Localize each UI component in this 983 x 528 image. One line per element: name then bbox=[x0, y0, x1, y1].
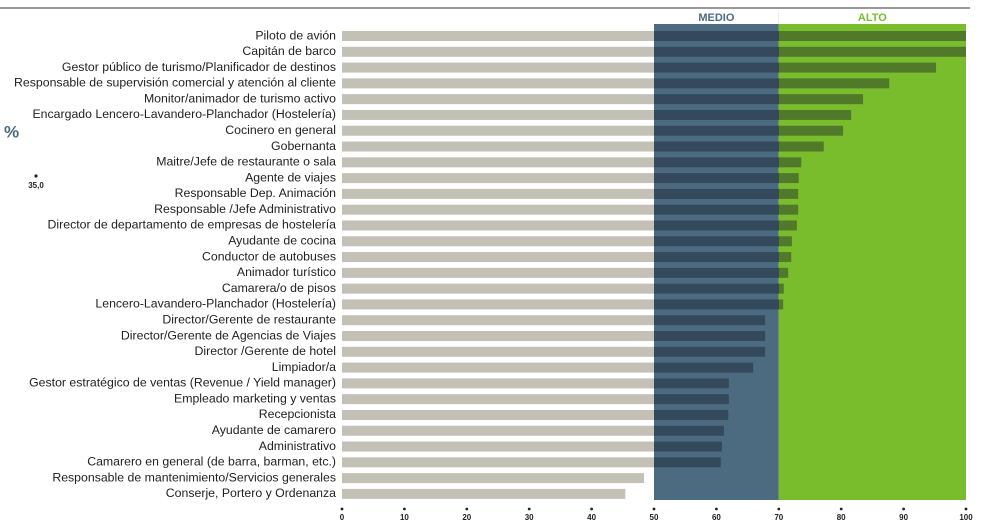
bar bbox=[342, 46, 966, 57]
category-label: Responsable de mantenimiento/Servicios g… bbox=[52, 470, 336, 484]
tick-mark bbox=[839, 507, 843, 511]
bar bbox=[342, 283, 784, 294]
category-label: Piloto de avión bbox=[255, 28, 336, 42]
category-label: Lencero-Lavandero-Planchador (Hostelería… bbox=[95, 297, 336, 311]
category-label: Capitán de barco bbox=[242, 44, 336, 58]
category-label: Maitre/Jefe de restaurante o sala bbox=[156, 155, 336, 169]
category-label: Conductor de autobuses bbox=[202, 249, 336, 263]
bar bbox=[342, 78, 890, 89]
bar bbox=[342, 409, 729, 420]
tick-mark bbox=[715, 507, 718, 511]
tick-mark bbox=[340, 507, 344, 511]
zone-label: MEDIO bbox=[698, 12, 735, 24]
zone-header-bg bbox=[778, 12, 966, 24]
bar bbox=[342, 62, 937, 73]
x-tick-label: 50 bbox=[650, 513, 659, 522]
category-label: Conserje, Portero y Ordenanza bbox=[166, 486, 336, 500]
tick-mark bbox=[527, 507, 531, 511]
category-label: Camarero en general (de barra, barman, e… bbox=[87, 455, 336, 469]
bar bbox=[342, 157, 802, 168]
category-label: Limpiador/a bbox=[272, 360, 336, 374]
bar bbox=[342, 109, 852, 120]
bar bbox=[342, 378, 729, 389]
category-label: Cocinero en general bbox=[225, 123, 336, 137]
category-label: Responsable de supervisión comercial y a… bbox=[14, 76, 336, 90]
bar bbox=[342, 299, 784, 310]
category-label: Director/Gerente de restaurante bbox=[162, 312, 336, 326]
bar bbox=[342, 252, 792, 263]
category-label: Agente de viajes bbox=[245, 170, 336, 184]
bar bbox=[342, 457, 721, 468]
tick-mark bbox=[590, 507, 593, 511]
x-tick-label: 90 bbox=[899, 513, 908, 522]
bar bbox=[342, 204, 799, 215]
zone-label: ALTO bbox=[858, 12, 887, 24]
bar bbox=[342, 267, 789, 278]
category-label: Gobernanta bbox=[271, 139, 336, 153]
category-label: Director de departamento de empresas de … bbox=[48, 218, 337, 232]
annotation: % bbox=[4, 122, 19, 141]
category-label: Director /Gerente de hotel bbox=[195, 344, 337, 358]
bar bbox=[342, 441, 723, 452]
tick-mark bbox=[403, 507, 406, 511]
annotation: 35,0 bbox=[28, 181, 44, 190]
bar bbox=[342, 488, 626, 499]
x-tick-label: 80 bbox=[837, 513, 846, 522]
bar bbox=[342, 173, 799, 184]
bar bbox=[342, 315, 766, 326]
zone-header-bg bbox=[654, 12, 779, 24]
category-label: Animador turístico bbox=[237, 265, 336, 279]
bar bbox=[342, 31, 966, 41]
bar bbox=[342, 125, 844, 136]
category-label: Responsable Dep. Animación bbox=[175, 186, 336, 200]
x-tick-label: 40 bbox=[587, 513, 596, 522]
bar bbox=[342, 425, 724, 436]
bar bbox=[342, 220, 797, 231]
x-tick-label: 20 bbox=[462, 513, 471, 522]
category-label: Empleado marketing y ventas bbox=[174, 391, 336, 405]
x-tick-label: 100 bbox=[959, 513, 973, 522]
bar bbox=[342, 394, 729, 405]
bar bbox=[342, 141, 824, 152]
tick-mark bbox=[777, 507, 781, 511]
x-tick-label: 0 bbox=[340, 513, 345, 522]
x-tick-label: 60 bbox=[712, 513, 721, 522]
tick-mark bbox=[465, 507, 469, 511]
bar bbox=[342, 331, 766, 342]
category-label: Monitor/animador de turismo activo bbox=[144, 91, 336, 105]
bar bbox=[342, 188, 799, 199]
x-tick-label: 30 bbox=[525, 513, 534, 522]
bar bbox=[342, 346, 766, 357]
bar bbox=[342, 94, 864, 105]
bar bbox=[342, 473, 645, 484]
bar bbox=[342, 362, 754, 373]
category-label: Encargado Lencero-Lavandero-Planchador (… bbox=[32, 107, 336, 121]
category-label: Gestor público de turismo/Planificador d… bbox=[62, 60, 336, 74]
category-label: Gestor estratégico de ventas (Revenue / … bbox=[29, 376, 336, 390]
category-label: Camarera/o de pisos bbox=[222, 281, 336, 295]
tick-mark bbox=[652, 507, 656, 511]
zone-band bbox=[778, 12, 966, 500]
tick-mark bbox=[964, 507, 968, 511]
bar bbox=[342, 236, 792, 247]
category-label: Director/Gerente de Agencias de Viajes bbox=[121, 328, 336, 342]
category-label: Ayudante de camarero bbox=[212, 423, 336, 437]
category-label: Recepcionista bbox=[259, 407, 336, 421]
category-label: Administrativo bbox=[259, 439, 336, 453]
tick-mark bbox=[902, 507, 905, 511]
annotation-dot bbox=[34, 174, 38, 178]
x-tick-label: 10 bbox=[400, 513, 409, 522]
x-tick-label: 70 bbox=[774, 513, 783, 522]
category-label: Responsable /Jefe Administrativo bbox=[154, 202, 336, 216]
category-label: Ayudante de cocina bbox=[228, 234, 336, 248]
